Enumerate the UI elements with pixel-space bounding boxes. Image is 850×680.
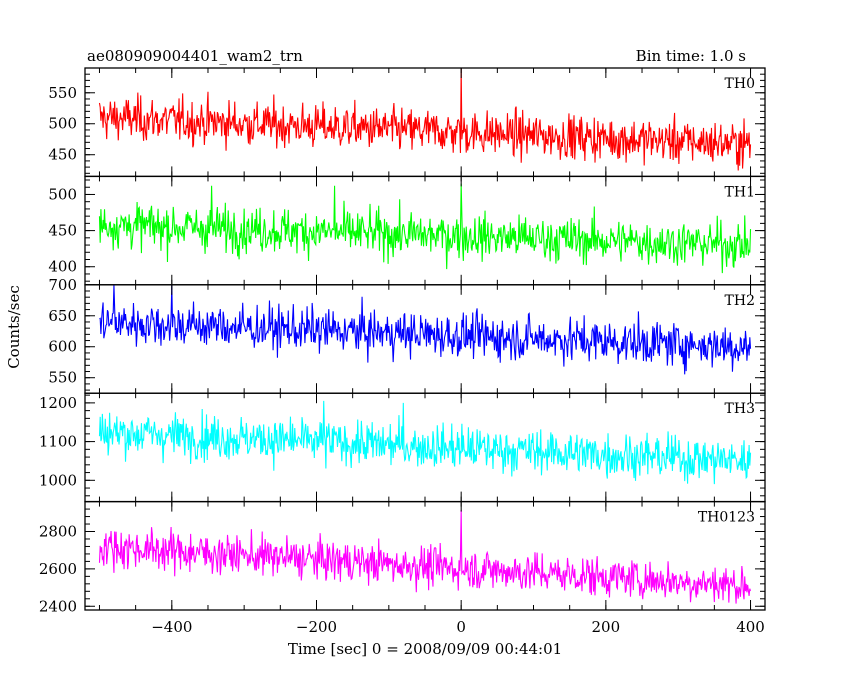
y-tick-label: 650: [48, 307, 77, 325]
y-tick-label: 2800: [39, 523, 77, 541]
series-line-th1: [98, 183, 752, 274]
y-tick-label: 400: [48, 258, 77, 276]
y-tick-label: 1000: [39, 471, 77, 489]
panel-label-th0: TH0: [725, 76, 755, 92]
series-line-th3: [98, 400, 752, 485]
y-tick-label: 500: [48, 185, 77, 203]
series-line-th0: [98, 68, 752, 171]
y-axis-label: Counts/sec: [5, 285, 23, 369]
x-tick-label: 400: [736, 618, 765, 636]
y-tick-label: 550: [48, 84, 77, 102]
y-tick-label: 550: [48, 369, 77, 387]
x-tick-label: 200: [592, 618, 621, 636]
y-tick-label: 1200: [39, 394, 77, 412]
series-line-th0123: [98, 510, 752, 604]
panel-label-th3: TH3: [725, 401, 755, 417]
y-tick-label: 2600: [39, 560, 77, 578]
y-tick-label: 1100: [39, 433, 77, 451]
x-axis-label: Time [sec] 0 = 2008/09/09 00:44:01: [288, 640, 562, 658]
x-tick-label: 0: [456, 618, 466, 636]
series-line-th2: [99, 284, 752, 375]
y-tick-label: 500: [48, 115, 77, 133]
y-tick-label: 450: [48, 222, 77, 240]
panel-label-th1: TH1: [725, 184, 755, 200]
x-tick-label: −400: [151, 618, 192, 636]
panels-group: TH0 450 500 550 TH1 400 450 500 TH2 550 600 650 700 T…: [39, 67, 766, 636]
x-tick-label: −200: [296, 618, 337, 636]
chart-title: ae080909004401_wam2_trn: [87, 47, 303, 65]
panel-label-th0123: TH0123: [698, 510, 755, 526]
panel-label-th2: TH2: [725, 293, 755, 309]
y-tick-label: 2400: [39, 597, 77, 615]
y-tick-label: 450: [48, 146, 77, 164]
y-tick-label: 700: [48, 276, 77, 294]
bin-time-label: Bin time: 1.0 s: [636, 47, 746, 65]
y-tick-label: 600: [48, 338, 77, 356]
